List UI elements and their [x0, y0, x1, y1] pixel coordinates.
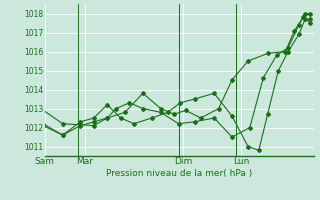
- X-axis label: Pression niveau de la mer( hPa ): Pression niveau de la mer( hPa ): [106, 169, 252, 178]
